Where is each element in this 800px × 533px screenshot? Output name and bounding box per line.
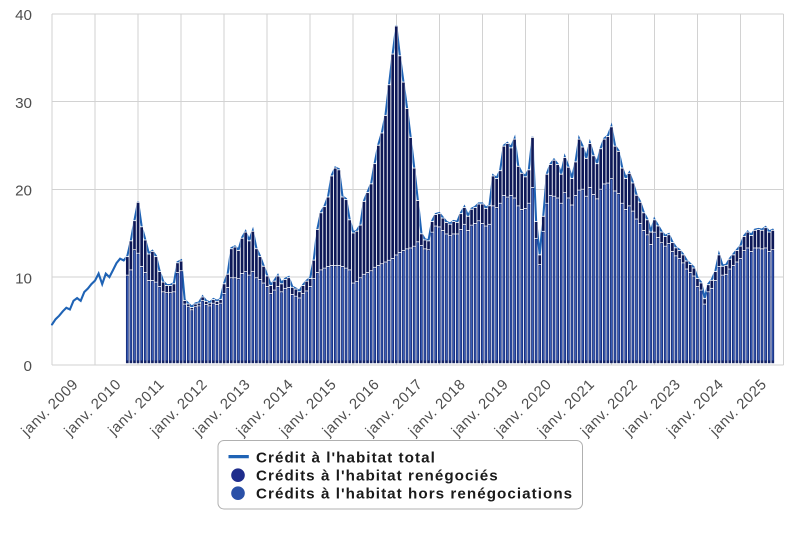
svg-text:Crédit à l'habitat total: Crédit à l'habitat total bbox=[256, 450, 436, 467]
svg-text:30: 30 bbox=[15, 95, 32, 112]
svg-text:40: 40 bbox=[15, 7, 32, 24]
svg-text:0: 0 bbox=[24, 358, 32, 375]
svg-text:Crédits à l'habitat hors renég: Crédits à l'habitat hors renégociations bbox=[256, 486, 573, 503]
svg-text:Crédits à l'habitat renégociés: Crédits à l'habitat renégociés bbox=[256, 468, 499, 485]
svg-text:20: 20 bbox=[15, 183, 32, 200]
svg-text:10: 10 bbox=[15, 270, 32, 287]
